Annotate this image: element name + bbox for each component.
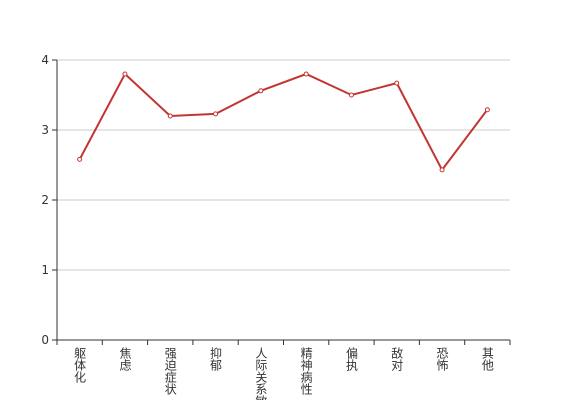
x-tick-label: 强迫症状 (163, 347, 177, 395)
x-tick-label: 恐怖 (435, 347, 449, 371)
point (167, 113, 173, 119)
point (258, 88, 264, 94)
x-tick-label: 其他 (480, 347, 494, 371)
y-tick-label: 1 (41, 263, 49, 277)
x-tick-label: 偏执 (344, 346, 358, 372)
point (394, 80, 400, 86)
x-tick-label: 人际关系敏感 (254, 347, 268, 400)
x-tick-label: 精神病性 (299, 347, 313, 396)
point (303, 71, 309, 77)
point (213, 111, 219, 117)
x-tick-label: 敌对 (390, 346, 404, 371)
x-tick-label: 焦虑 (118, 347, 132, 371)
point (348, 92, 354, 98)
y-tick-label: 4 (41, 53, 49, 67)
line (78, 72, 489, 172)
y-tick-label: 3 (41, 123, 49, 137)
point (484, 107, 490, 113)
x-tick-label: 抑郁 (209, 346, 223, 372)
y-tick-label: 2 (41, 193, 49, 207)
y-tick-label: 0 (41, 333, 49, 347)
point (77, 156, 83, 162)
x-tick-label: 躯体化 (73, 346, 87, 384)
point (439, 167, 445, 173)
point (122, 71, 128, 77)
